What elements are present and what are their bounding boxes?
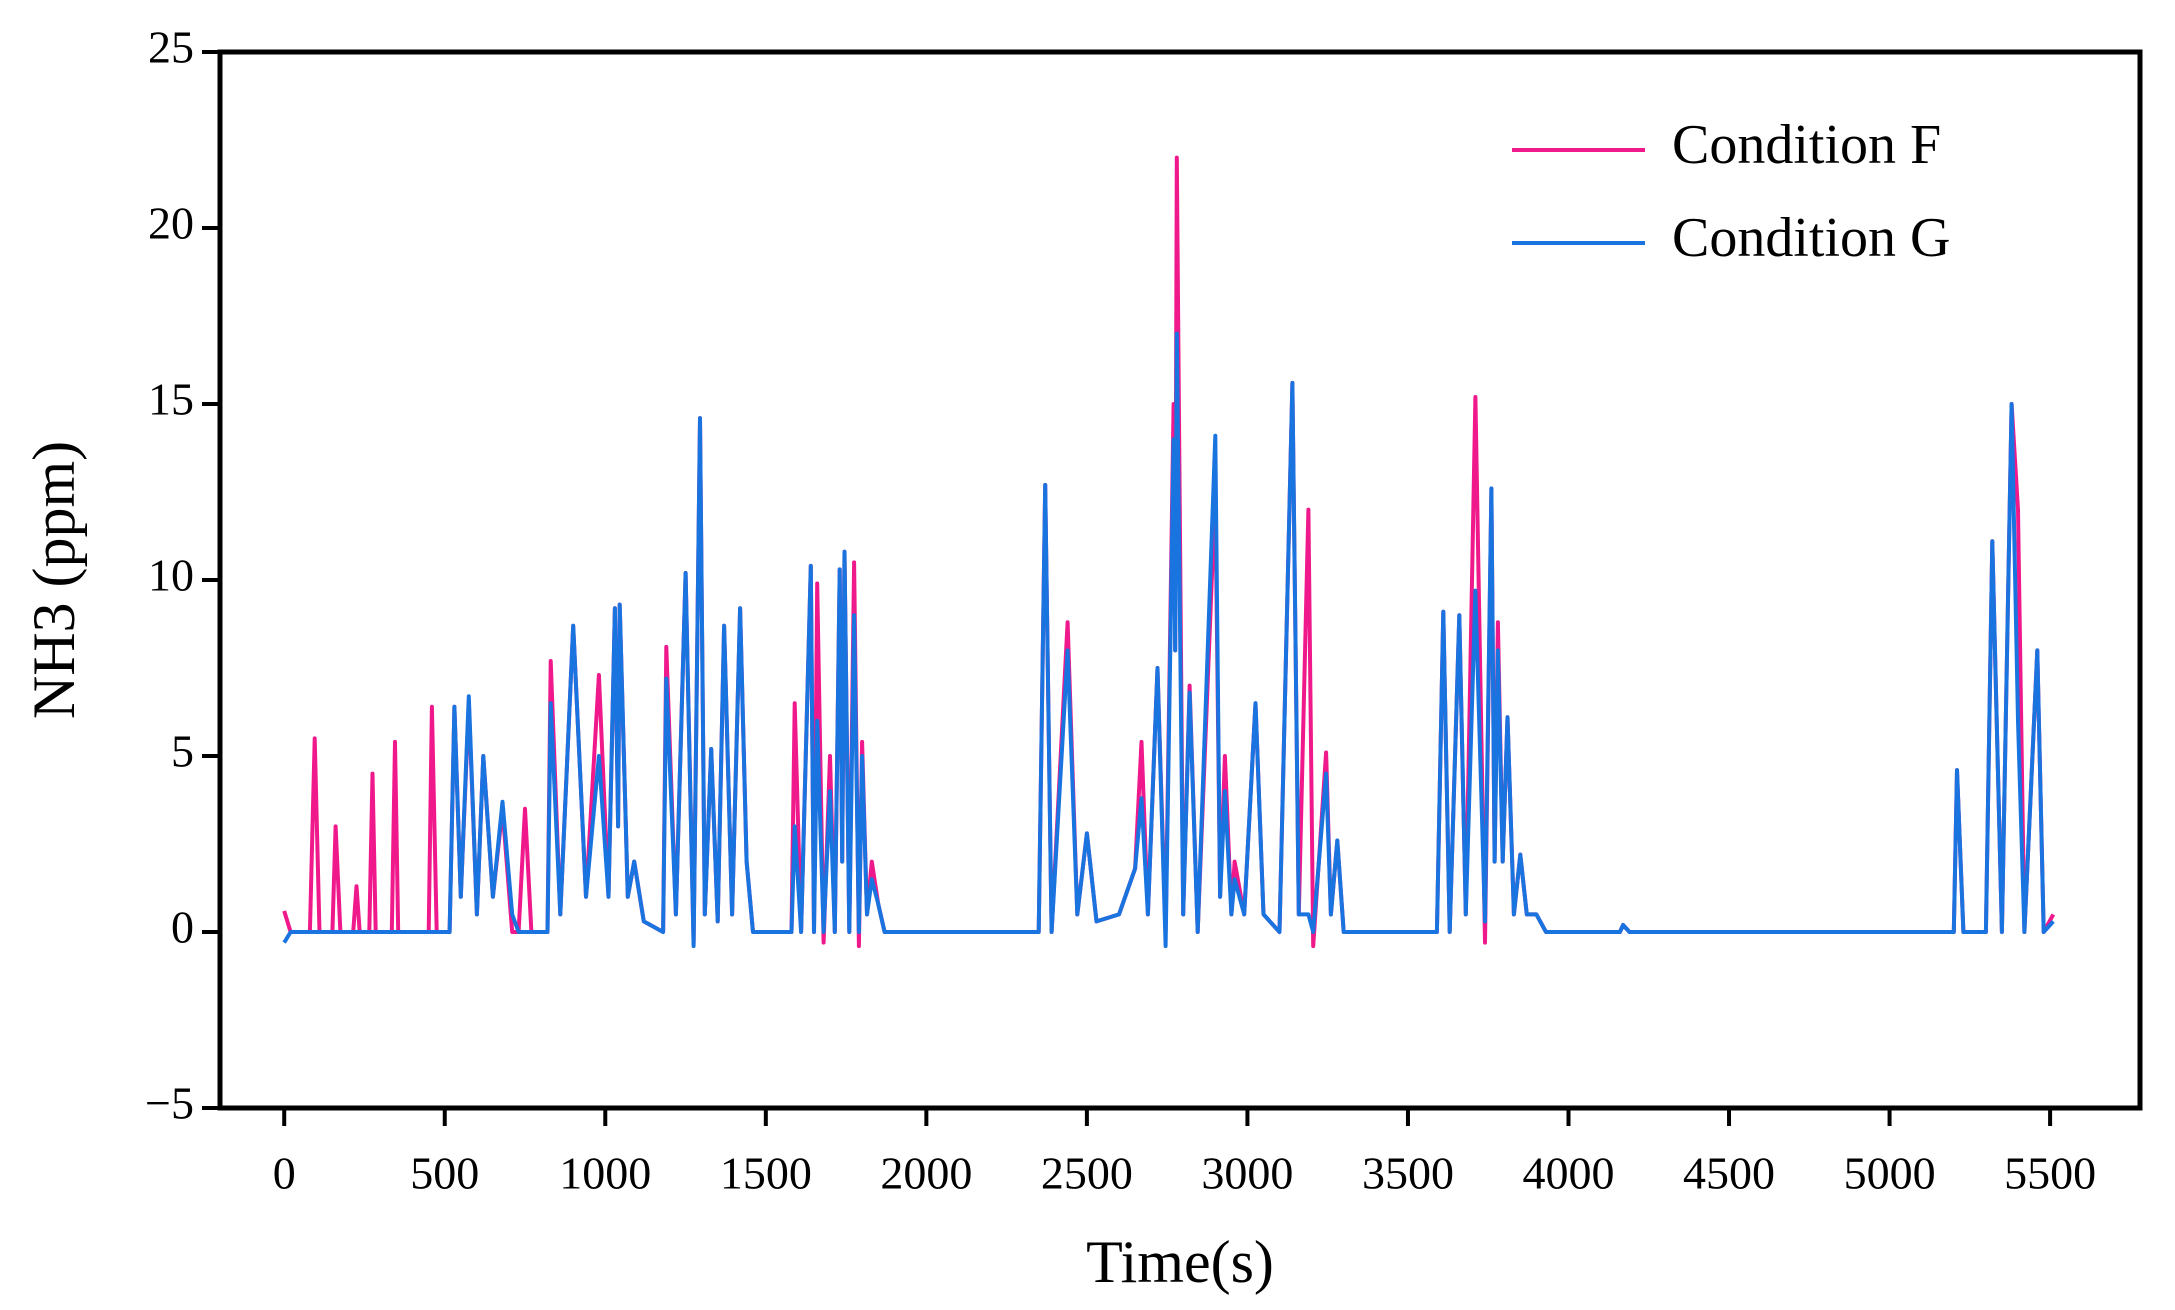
y-tick-label: 0	[171, 902, 194, 953]
x-tick-label: 0	[273, 1148, 296, 1199]
legend-label: Condition G	[1672, 207, 1950, 269]
x-tick-label: 5500	[2004, 1148, 2096, 1199]
x-tick-label: 2000	[880, 1148, 972, 1199]
x-tick-label: 3000	[1201, 1148, 1293, 1199]
x-tick-label: 2500	[1041, 1148, 1133, 1199]
y-tick-label: −5	[145, 1078, 194, 1129]
series-line	[282, 331, 2055, 949]
x-tick-label: 4500	[1683, 1148, 1775, 1199]
plot-frame	[217, 49, 2143, 1111]
x-tick-label: 500	[410, 1148, 479, 1199]
y-tick-label: 20	[148, 198, 194, 249]
x-tick-label: 4000	[1522, 1148, 1614, 1199]
x-tick-label: 1500	[720, 1148, 812, 1199]
y-tick-label: 25	[148, 22, 194, 73]
x-axis-label: Time(s)	[1086, 1229, 1274, 1295]
y-tick-label: 5	[171, 726, 194, 777]
y-tick-label: 10	[148, 550, 194, 601]
legend-label: Condition F	[1672, 114, 1941, 176]
y-tick-label: 15	[148, 374, 194, 425]
x-tick-label: 5000	[1844, 1148, 1936, 1199]
y-axis-label: NH3 (ppm)	[21, 441, 87, 719]
x-tick-label: 1000	[559, 1148, 651, 1199]
x-tick-label: 3500	[1362, 1148, 1454, 1199]
